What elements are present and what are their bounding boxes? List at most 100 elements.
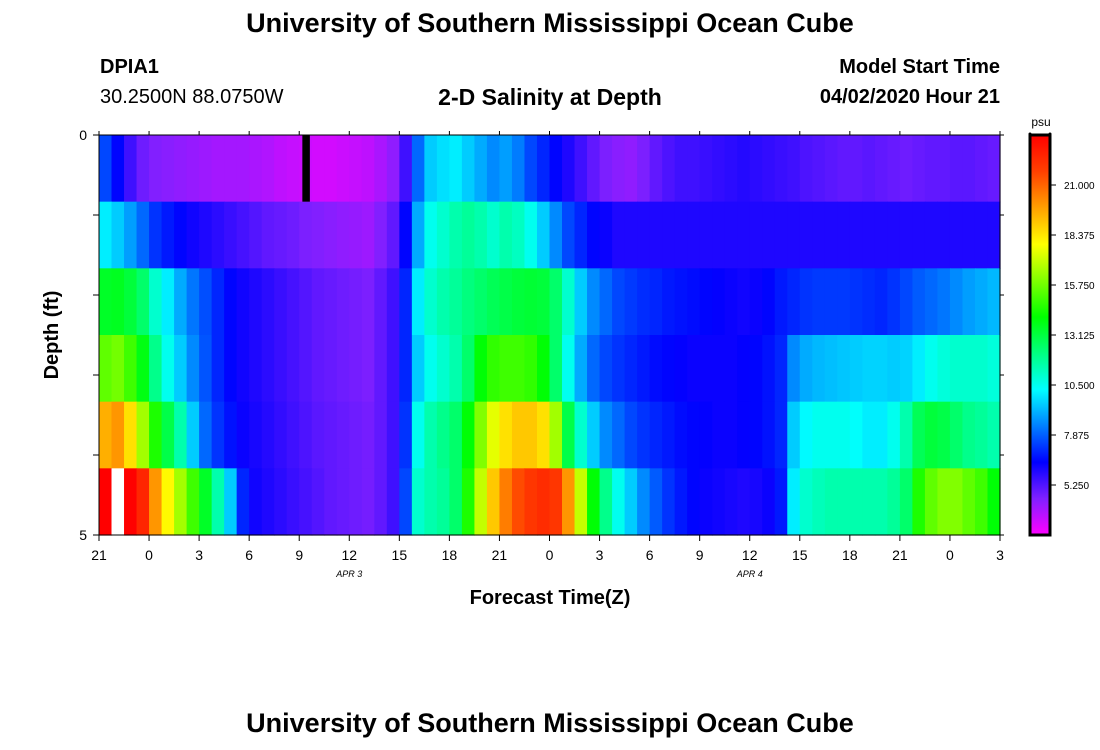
heatmap-cell (799, 468, 813, 536)
x-tick-label: 3 (996, 547, 1004, 563)
heatmap-cell (399, 201, 413, 269)
heatmap-cell (211, 201, 225, 269)
heatmap-cell (336, 335, 350, 403)
missing-data-marker (302, 135, 310, 202)
heatmap-cell (511, 268, 526, 336)
heatmap-cell (224, 268, 238, 336)
colorbar-corner-dot (1048, 132, 1052, 136)
heatmap-cell (937, 468, 951, 536)
heatmap-cell (536, 401, 551, 469)
heatmap-cell (436, 201, 450, 269)
heatmap-cell (987, 201, 1001, 269)
heatmap-cell (549, 201, 563, 269)
heatmap-cell (161, 201, 175, 269)
heatmap-cell (199, 335, 213, 403)
heatmap-cell (649, 468, 663, 536)
heatmap-cell (637, 268, 651, 336)
colorbar: psu 21.000 18.375 15.750 13.125 10.500 7.875 5… (1028, 115, 1095, 537)
heatmap-cell (799, 135, 813, 203)
heatmap-cell (149, 268, 163, 336)
heatmap-cell (436, 135, 450, 203)
heatmap-cell (174, 468, 188, 536)
heatmap-cell (587, 268, 601, 336)
heatmap-cell (549, 335, 563, 403)
heatmap-cell (837, 401, 851, 469)
heatmap-cell (824, 401, 838, 469)
heatmap-cell (424, 268, 438, 336)
heatmap-cell (774, 201, 788, 269)
heatmap-cell (587, 135, 601, 203)
heatmap-cell (249, 335, 263, 403)
heatmap-cell (562, 201, 576, 269)
heatmap-cell (336, 268, 350, 336)
heatmap-cell (161, 335, 175, 403)
heatmap-cell (849, 135, 863, 203)
heatmap-cell (149, 468, 163, 536)
heatmap-cell (111, 201, 125, 269)
heatmap-cell (386, 268, 400, 336)
heatmap-cell (199, 401, 213, 469)
heatmap-cell (787, 335, 801, 403)
heatmap-cell (399, 135, 413, 203)
heatmap-cell (374, 401, 388, 469)
x-tick-label: 21 (892, 547, 908, 563)
heatmap-cell (937, 268, 951, 336)
heatmap-cell (562, 135, 576, 203)
x-tick-label: 21 (91, 547, 107, 563)
heatmap-cell (849, 268, 863, 336)
heatmap-cell (436, 268, 450, 336)
heatmap-cell (511, 135, 526, 203)
heatmap-cell (99, 268, 113, 336)
heatmap-cell (762, 135, 776, 203)
heatmap-cell (424, 468, 438, 536)
heatmap-cell (486, 468, 501, 536)
heatmap-cell (974, 401, 989, 469)
heatmap-cell (912, 201, 926, 269)
x-tick-label: 6 (245, 547, 253, 563)
heatmap-cell (274, 268, 288, 336)
heatmap-cell (787, 268, 801, 336)
x-tick-label: 15 (792, 547, 808, 563)
heatmap-cell (962, 201, 976, 269)
heatmap-cell (787, 135, 801, 203)
heatmap-cell (436, 335, 450, 403)
heatmap-cell (562, 401, 576, 469)
heatmap-cell (737, 401, 751, 469)
heatmap-cell (511, 201, 526, 269)
heatmap-cell (899, 401, 913, 469)
heatmap-cell (399, 335, 413, 403)
heatmap-cell (186, 401, 200, 469)
heatmap-cell (812, 268, 826, 336)
heatmap-cell (124, 401, 138, 469)
heatmap-cell (887, 468, 901, 536)
heatmap-cell (261, 268, 275, 336)
heatmap-cell (662, 401, 676, 469)
heatmap-cell (712, 335, 726, 403)
heatmap-cell (249, 201, 263, 269)
heatmap-cell (549, 468, 563, 536)
heatmap-cell (99, 335, 113, 403)
heatmap-cell (274, 468, 288, 536)
heatmap-cell (136, 135, 150, 203)
heatmap-cell (849, 401, 863, 469)
heatmap-cell (311, 135, 325, 203)
heatmap-cell (236, 468, 250, 536)
heatmap-cell (349, 335, 363, 403)
heatmap-cell (311, 268, 325, 336)
heatmap-cell (599, 201, 613, 269)
heatmap-cell (637, 201, 651, 269)
heatmap-cell (474, 335, 488, 403)
heatmap-cell (524, 468, 538, 536)
heatmap-cell (449, 401, 463, 469)
heatmap-cell (324, 468, 338, 536)
heatmap-cell (299, 335, 313, 403)
heatmap-cell (461, 135, 476, 203)
heatmap-cell (374, 201, 388, 269)
heatmap-cell (949, 135, 964, 203)
heatmap-cell (812, 135, 826, 203)
heatmap-cell (637, 335, 651, 403)
heatmap-cell (674, 335, 688, 403)
heatmap-cell (612, 268, 626, 336)
heatmap-cell (799, 201, 813, 269)
heatmap-cell (174, 335, 188, 403)
